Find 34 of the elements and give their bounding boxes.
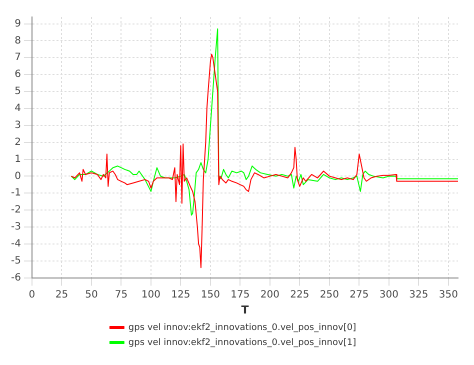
y-tick-label: -3 [10,222,21,233]
x-tick-label: 50 [85,289,98,300]
x-tick-label: 75 [114,289,128,300]
y-tick-label: -1 [10,188,21,199]
y-tick-label: -5 [10,255,21,266]
x-tick-label: 150 [200,289,220,300]
y-tick-label: 2 [14,136,21,148]
x-tick-label: 175 [230,289,250,300]
x-tick-label: 0 [28,289,36,300]
y-tick-label: 5 [14,86,21,98]
x-tick-label: 25 [55,289,68,300]
x-axis-title: T [241,303,250,316]
y-tick-label: -6 [10,272,21,284]
y-tick-label: 0 [14,170,21,182]
x-tick-label: 275 [350,289,369,300]
y-tick-label: 4 [14,103,21,114]
y-tick-label: 7 [14,52,21,64]
y-tick-label: -2 [10,204,21,216]
x-tick-label: 225 [290,289,310,300]
y-tick-label: -4 [10,238,21,250]
x-tick-label: 350 [438,289,458,300]
y-tick-label: 6 [14,69,21,80]
legend-label: gps vel innov:ekf2_innovations_0.vel_pos_innov[1] [128,338,356,348]
y-tick-label: 9 [14,18,21,30]
y-tick-label: 1 [14,154,21,165]
x-tick-label: 250 [320,289,340,300]
legend-label: gps vel innov:ekf2_innovations_0.vel_pos_innov[0] [128,322,356,333]
y-tick-label: 8 [14,35,21,46]
y-tick-label: 3 [14,120,21,131]
x-tick-label: 200 [260,289,280,300]
x-tick-label: 300 [379,289,399,300]
x-tick-label: 325 [409,289,428,300]
x-tick-label: 125 [171,289,190,300]
x-tick-label: 100 [141,289,161,300]
